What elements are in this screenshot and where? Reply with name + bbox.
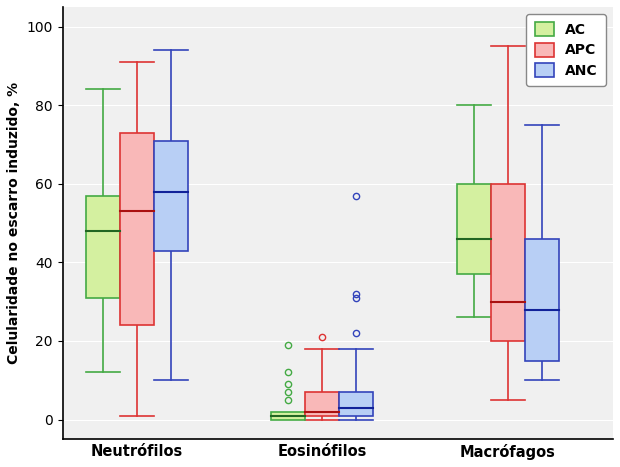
- Bar: [86, 196, 120, 298]
- Bar: [491, 184, 525, 341]
- Y-axis label: Celularidade no escarro induzido, %: Celularidade no escarro induzido, %: [7, 82, 21, 364]
- Bar: [306, 392, 339, 416]
- Bar: [339, 392, 373, 416]
- Legend: AC, APC, ANC: AC, APC, ANC: [526, 14, 606, 86]
- Bar: [120, 133, 154, 325]
- Bar: [457, 184, 491, 274]
- Bar: [272, 412, 306, 419]
- Bar: [154, 141, 188, 251]
- Bar: [525, 239, 559, 361]
